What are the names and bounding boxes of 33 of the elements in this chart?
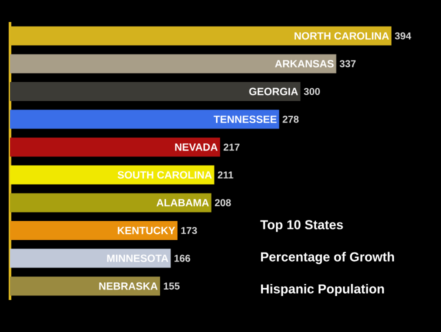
- y-tick-label: MINNESOTA: [107, 254, 168, 262]
- y-tick-label: KENTUCKY: [118, 226, 176, 234]
- data-label: 166: [174, 254, 190, 262]
- data-label: 173: [181, 226, 197, 234]
- data-label: 211: [218, 171, 234, 178]
- text: Top 10 States: [260, 220, 343, 232]
- y-tick-label: ALABAMA: [156, 199, 209, 206]
- y-tick-label: ARKANSAS: [275, 60, 334, 68]
- data-label: 278: [282, 116, 299, 123]
- bar: [10, 110, 280, 129]
- data-label: 217: [224, 144, 240, 151]
- annotation: Hispanic Population: [261, 284, 384, 296]
- bar: [10, 82, 300, 102]
- bar: [10, 248, 171, 268]
- y-tick-label: SOUTH CAROLINA: [118, 171, 212, 179]
- bar: [10, 54, 336, 74]
- y-tick-label: NEBRASKA: [99, 282, 158, 290]
- data-label: 208: [214, 199, 231, 206]
- y-tick-label: GEORGIA: [249, 88, 298, 96]
- y-tick-label: NEVADA: [175, 144, 218, 151]
- bar: [10, 276, 160, 296]
- bar: [10, 221, 178, 240]
- y-tick-label: TENNESSEE: [214, 116, 277, 124]
- bar: [10, 138, 220, 157]
- data-label: 337: [340, 60, 356, 68]
- bar: [10, 193, 212, 212]
- data-label: 300: [304, 88, 320, 96]
- data-label: 394: [394, 32, 412, 40]
- bar: [10, 165, 214, 184]
- y-tick-label: NORTH CAROLINA: [294, 32, 389, 40]
- text: Percentage of Growth: [261, 252, 394, 264]
- bar: [10, 26, 392, 46]
- data-label: 155: [164, 282, 180, 290]
